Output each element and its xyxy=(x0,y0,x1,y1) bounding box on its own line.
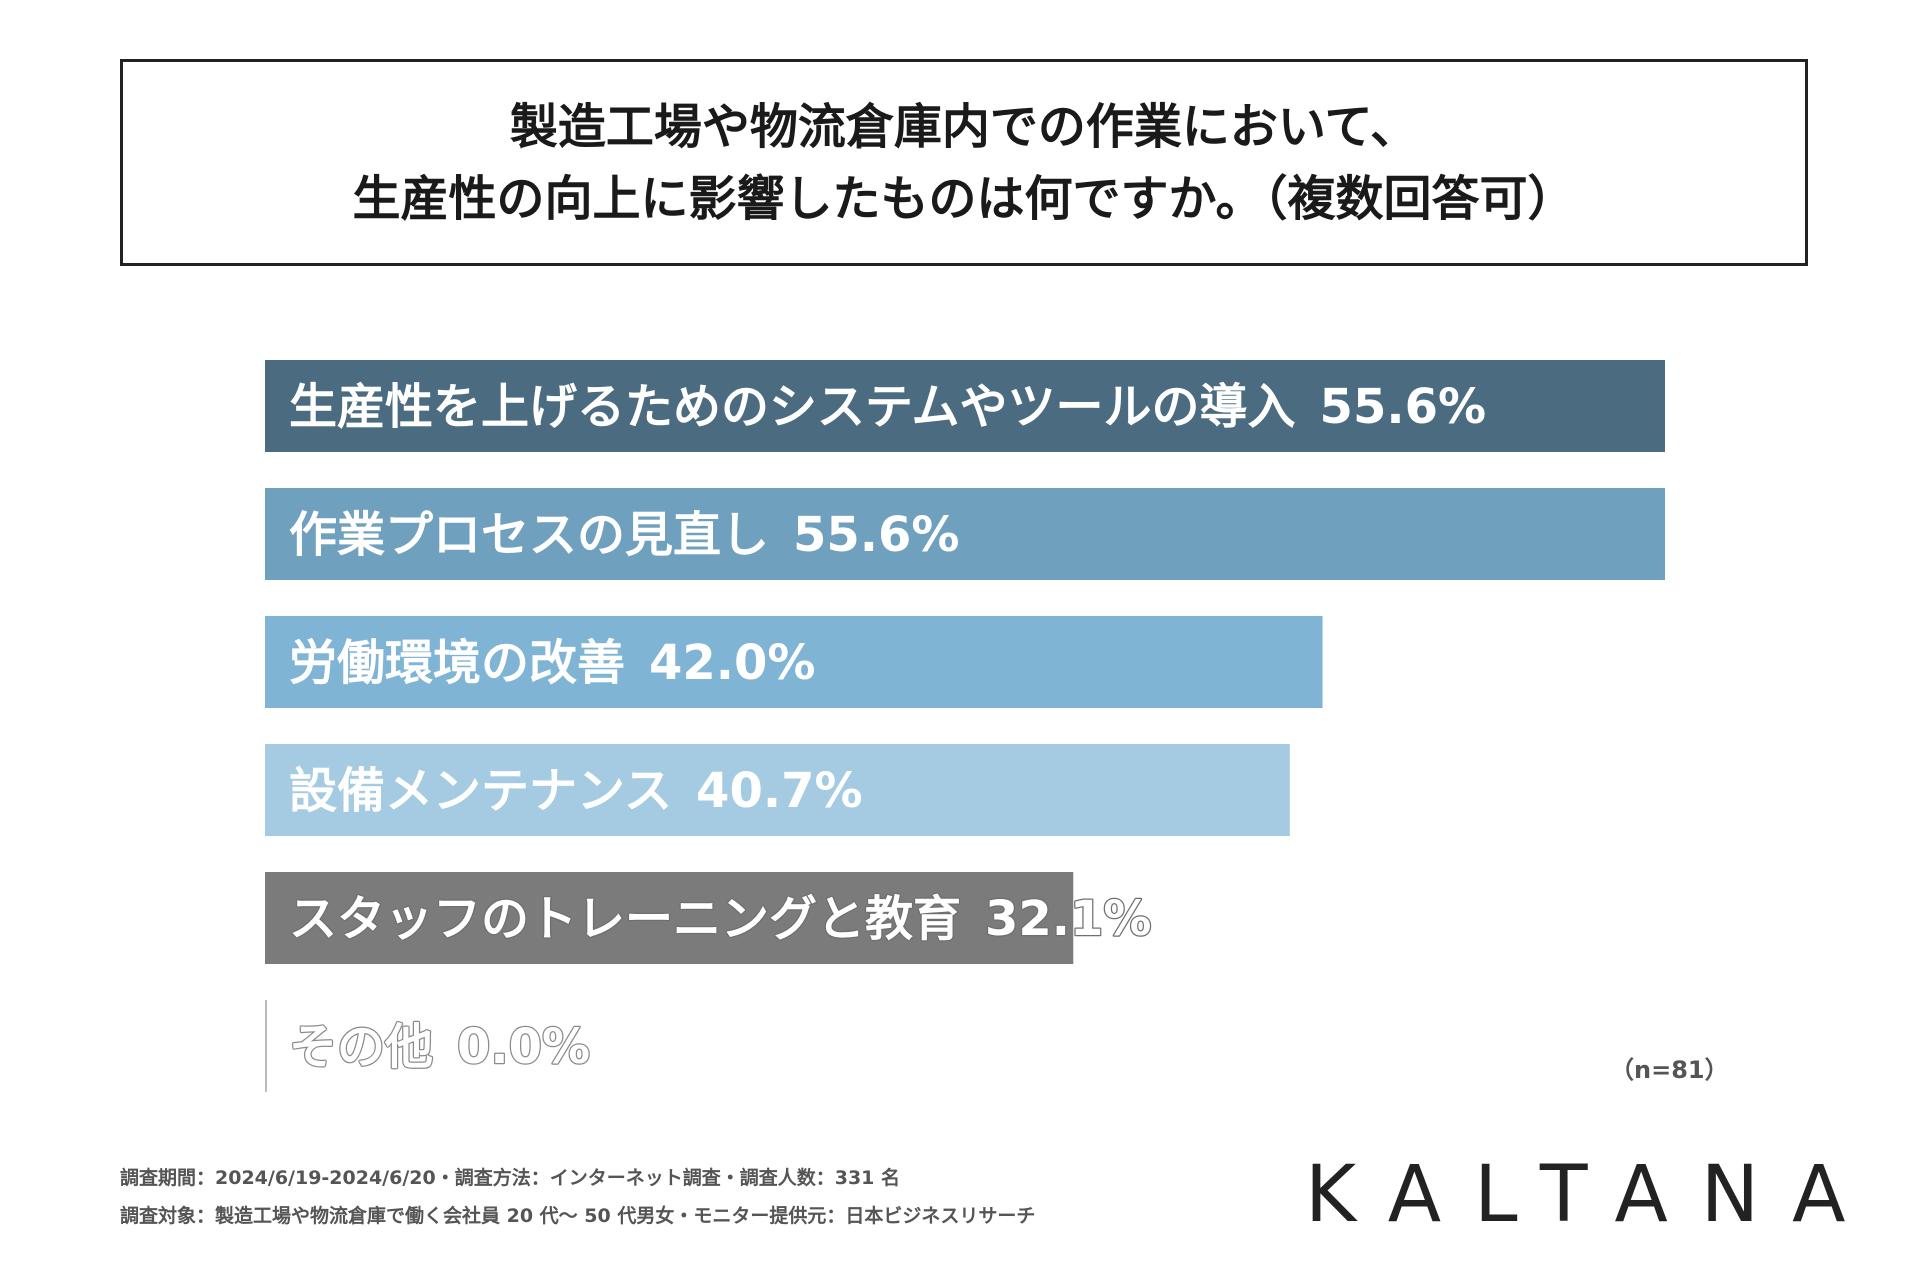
bar-label-2: 作業プロセスの見直し 55.6% xyxy=(289,507,960,563)
chart-title-line-1: 製造工場や物流倉庫内での作業において、 xyxy=(509,98,1419,155)
kaltana-logo: KALTANA xyxy=(1305,1150,1879,1240)
bar-3 xyxy=(265,616,1323,708)
sample-size-note: （n=81） xyxy=(1610,1056,1729,1084)
bar-label-4: 設備メンテナンス 40.7% xyxy=(289,763,863,819)
bar-label-1: 生産性を上げるためのシステムやツールの導入 55.6% xyxy=(289,379,1486,435)
survey-period-info: 調査期間：2024/6/19-2024/6/20・調査方法：インターネット調査・… xyxy=(120,1167,901,1189)
bar-label-5: スタッフのトレーニングと教育 32.1% xyxy=(289,891,1152,947)
title-box: 製造工場や物流倉庫内での作業において、 生産性の向上に影響したものは何ですか。（… xyxy=(120,59,1808,266)
chart-title-line-2: 生産性の向上に影響したものは何ですか。（複数回答可） xyxy=(352,170,1576,227)
bar-2 xyxy=(265,488,1665,580)
bar-4 xyxy=(265,744,1290,836)
bar-1 xyxy=(265,360,1665,452)
bar-label-6: その他 0.0% xyxy=(289,1019,590,1075)
survey-target-info: 調査対象：製造工場や物流倉庫で働く会社員 20 代〜 50 代男女・モニター提供… xyxy=(120,1205,1036,1227)
bar-5 xyxy=(265,872,1074,964)
bar-label-3: 労働環境の改善 42.0% xyxy=(289,635,816,691)
